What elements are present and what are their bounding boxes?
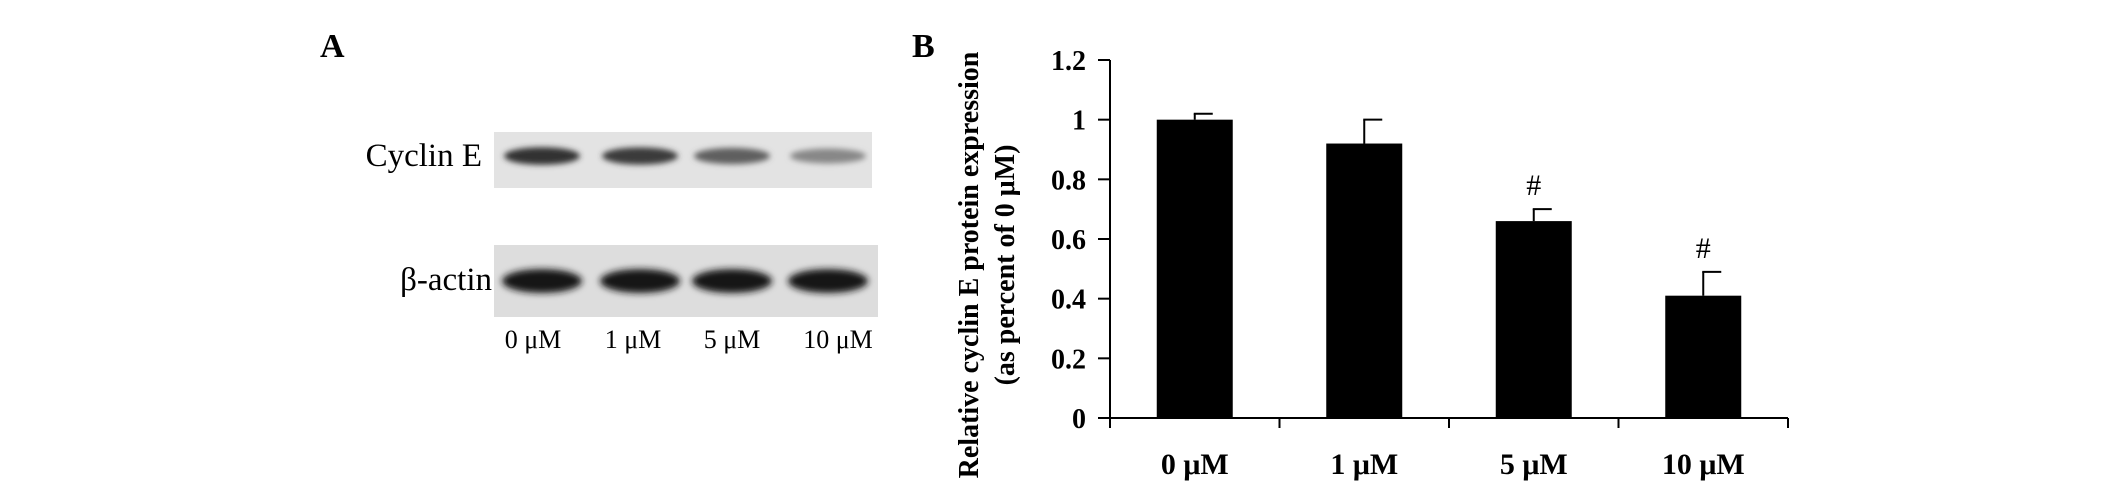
bar-3	[1665, 295, 1742, 418]
beta-actin-band-0	[502, 269, 582, 293]
y-tick-label-2: 0.4	[1051, 285, 1086, 316]
cyclin-e-band-1	[602, 147, 678, 165]
bar-0	[1156, 119, 1233, 419]
y-axis-label-line1: Relative cyclin E protein expression	[954, 51, 985, 478]
y-axis-label-line2: (as percent of 0 μM)	[990, 145, 1021, 386]
significance-marker-2: #	[1526, 169, 1541, 202]
x-tick-label-0: 0 μM	[1161, 448, 1229, 481]
y-tick-label-4: 0.8	[1051, 165, 1086, 196]
beta-actin-blot-strip	[494, 245, 878, 317]
beta-actin-row-label: β-actin	[400, 262, 492, 298]
lane-label-0: 0 μM	[504, 325, 562, 354]
y-tick-label-6: 1.2	[1051, 46, 1086, 77]
cyclin-e-blot-strip	[494, 132, 872, 188]
bars: 0 μM 1 μM #5 μM #10 μM	[1156, 112, 1745, 481]
beta-actin-band-1	[600, 269, 680, 293]
bar-2	[1495, 221, 1572, 418]
y-tick-label-1: 0.2	[1051, 344, 1086, 375]
y-tick-label-3: 0.6	[1051, 225, 1086, 256]
axes: 0 0.2 0.4 0.6 0.8 1 1.2	[1051, 46, 1789, 435]
x-tick-label-1: 1 μM	[1330, 448, 1398, 481]
y-axis-label: Relative cyclin E protein expression (as…	[954, 51, 1021, 478]
beta-actin-band-3	[788, 269, 868, 293]
y-tick-label-0: 0	[1072, 404, 1086, 435]
cyclin-e-band-2	[694, 147, 770, 165]
lane-label-2: 5 μM	[703, 325, 761, 354]
western-blot-panel: A Cyclin E β-actin 0 μM 1 μM 5 μM 10 μM	[0, 0, 900, 490]
panel-b-letter: B	[912, 28, 935, 65]
significance-marker-3: #	[1696, 232, 1711, 265]
y-tick-label-5: 1	[1072, 106, 1086, 137]
cyclin-e-band-0	[504, 147, 580, 165]
beta-actin-band-2	[692, 269, 772, 293]
bar-1	[1326, 143, 1403, 419]
x-tick-label-3: 10 μM	[1662, 448, 1745, 481]
x-tick-label-2: 5 μM	[1500, 448, 1568, 481]
lane-label-3: 10 μM	[803, 325, 873, 354]
lane-label-1: 1 μM	[604, 325, 662, 354]
cyclin-e-row-label: Cyclin E	[365, 138, 482, 174]
cyclin-e-band-3	[790, 148, 866, 164]
panel-a-letter: A	[320, 28, 345, 65]
bar-chart: Relative cyclin E protein expression (as…	[954, 46, 1789, 481]
